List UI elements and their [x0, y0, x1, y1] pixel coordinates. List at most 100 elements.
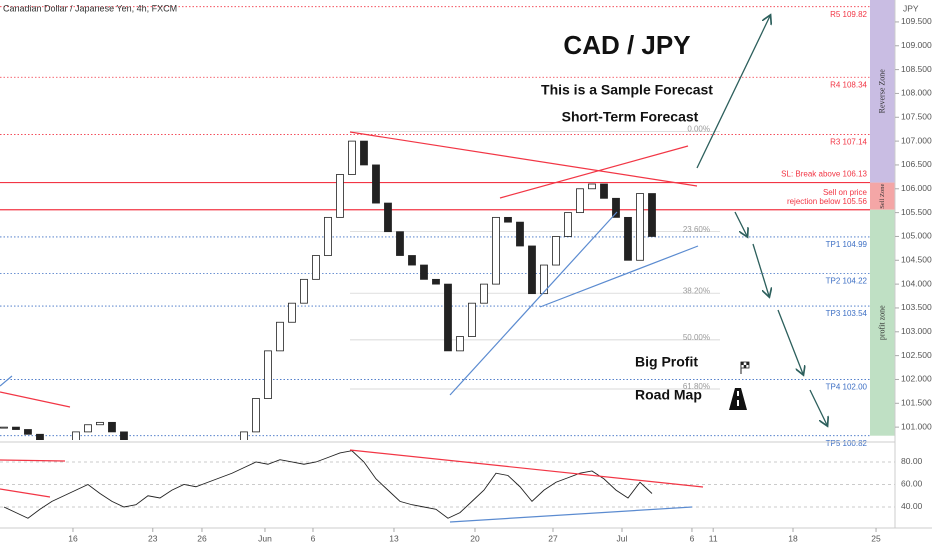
fib-label: 0.00% [687, 125, 710, 134]
candle [24, 429, 32, 435]
candle [264, 350, 272, 399]
x-tick-label: 27 [548, 533, 558, 543]
subtitle: Short-Term Forecast [562, 109, 699, 125]
y-tick-label: 106.000 [901, 183, 932, 193]
candle [540, 264, 548, 295]
y-tick-label: 106.500 [901, 159, 932, 169]
candle [636, 193, 644, 261]
level-label: Sell on price [823, 188, 868, 197]
candle [348, 140, 356, 175]
candle [612, 197, 620, 218]
candle [84, 424, 92, 433]
candle [528, 245, 536, 295]
y-tick-label: 104.000 [901, 278, 932, 288]
heading: CAD / JPY [563, 30, 690, 60]
x-tick-label: 26 [197, 533, 207, 543]
x-tick-label: 13 [389, 533, 399, 543]
chart-title: Canadian Dollar / Japanese Yen, 4h, FXCM [3, 3, 177, 13]
flag-icon [740, 361, 750, 374]
level-label: R4 108.34 [830, 80, 867, 89]
subtitle: This is a Sample Forecast [541, 82, 713, 98]
x-tick-label: Jul [617, 533, 628, 543]
forecast-arrows [696, 16, 827, 425]
x-tick-label: 6 [690, 533, 695, 543]
candle [36, 433, 44, 440]
x-tick-label: 6 [311, 533, 316, 543]
candle [384, 202, 392, 233]
candle [492, 216, 500, 285]
candle [408, 255, 416, 266]
candle [96, 421, 104, 426]
candle [252, 398, 260, 433]
rsi-tick-label: 80.00 [901, 456, 923, 466]
candle [372, 164, 380, 204]
y-tick-label: 101.000 [901, 421, 932, 431]
level-label: R3 107.14 [830, 138, 867, 147]
candle [276, 321, 284, 352]
y-tick-label: 104.500 [901, 255, 932, 265]
candle [552, 236, 560, 266]
x-tick-label: 25 [871, 533, 881, 543]
candle [480, 283, 488, 304]
rsi-tick-label: 40.00 [901, 501, 923, 511]
candle [516, 221, 524, 247]
candle [444, 283, 452, 352]
candle [600, 183, 608, 199]
x-tick-label: 18 [788, 533, 798, 543]
candle [588, 183, 596, 190]
candle [432, 278, 440, 285]
candle [468, 302, 476, 337]
candle [108, 421, 116, 433]
zone-label: profit zone [877, 305, 886, 340]
y-tick-label: 105.000 [901, 231, 932, 241]
level-label: R5 109.82 [830, 10, 867, 19]
zone [870, 182, 895, 210]
candle [120, 431, 128, 440]
candle [240, 431, 248, 440]
fib-label: 61.80% [683, 382, 710, 391]
candle [564, 212, 572, 237]
rsi-tick-label: 60.00 [901, 479, 923, 489]
candle [0, 426, 8, 429]
candle [624, 216, 632, 261]
fib-label: 50.00% [683, 333, 710, 342]
currency-label: JPY [903, 3, 919, 13]
candle [336, 174, 344, 218]
zone-label: Reverse Zone [877, 69, 886, 114]
x-tick-label: 23 [148, 533, 158, 543]
y-tick-label: 105.500 [901, 207, 932, 217]
level-label: TP1 104.99 [826, 240, 868, 249]
x-tick-label: 20 [470, 533, 480, 543]
candle [420, 264, 428, 280]
level-label: TP4 102.00 [826, 383, 868, 392]
fib-label: 38.20% [683, 286, 710, 295]
level-label: TP5 100.82 [826, 439, 868, 448]
candle [324, 216, 332, 256]
road-icon [729, 388, 747, 410]
x-tick-label: 11 [709, 533, 718, 543]
candle [12, 426, 20, 430]
zone [870, 0, 895, 183]
y-tick-label: 103.000 [901, 326, 932, 336]
y-tick-label: 103.500 [901, 302, 932, 312]
level-label: TP3 103.54 [826, 309, 868, 318]
candle [648, 193, 656, 237]
y-tick-label: 108.500 [901, 64, 932, 74]
candle [456, 336, 464, 352]
candle [396, 231, 404, 256]
candle [360, 140, 368, 166]
candle [504, 216, 512, 223]
y-tick-label: 107.500 [901, 112, 932, 122]
candle [300, 278, 308, 304]
rsi-line [3, 450, 653, 519]
zone-label: Sell Zone [879, 184, 886, 209]
y-tick-label: 101.500 [901, 398, 932, 408]
y-tick-label: 108.000 [901, 88, 932, 98]
zone [870, 209, 895, 436]
level-label: SL: Break above 106.13 [781, 170, 867, 179]
candle [576, 188, 584, 214]
y-tick-label: 109.500 [901, 16, 932, 26]
x-tick-label: 16 [68, 533, 78, 543]
x-tick-label: Jun [258, 533, 272, 543]
